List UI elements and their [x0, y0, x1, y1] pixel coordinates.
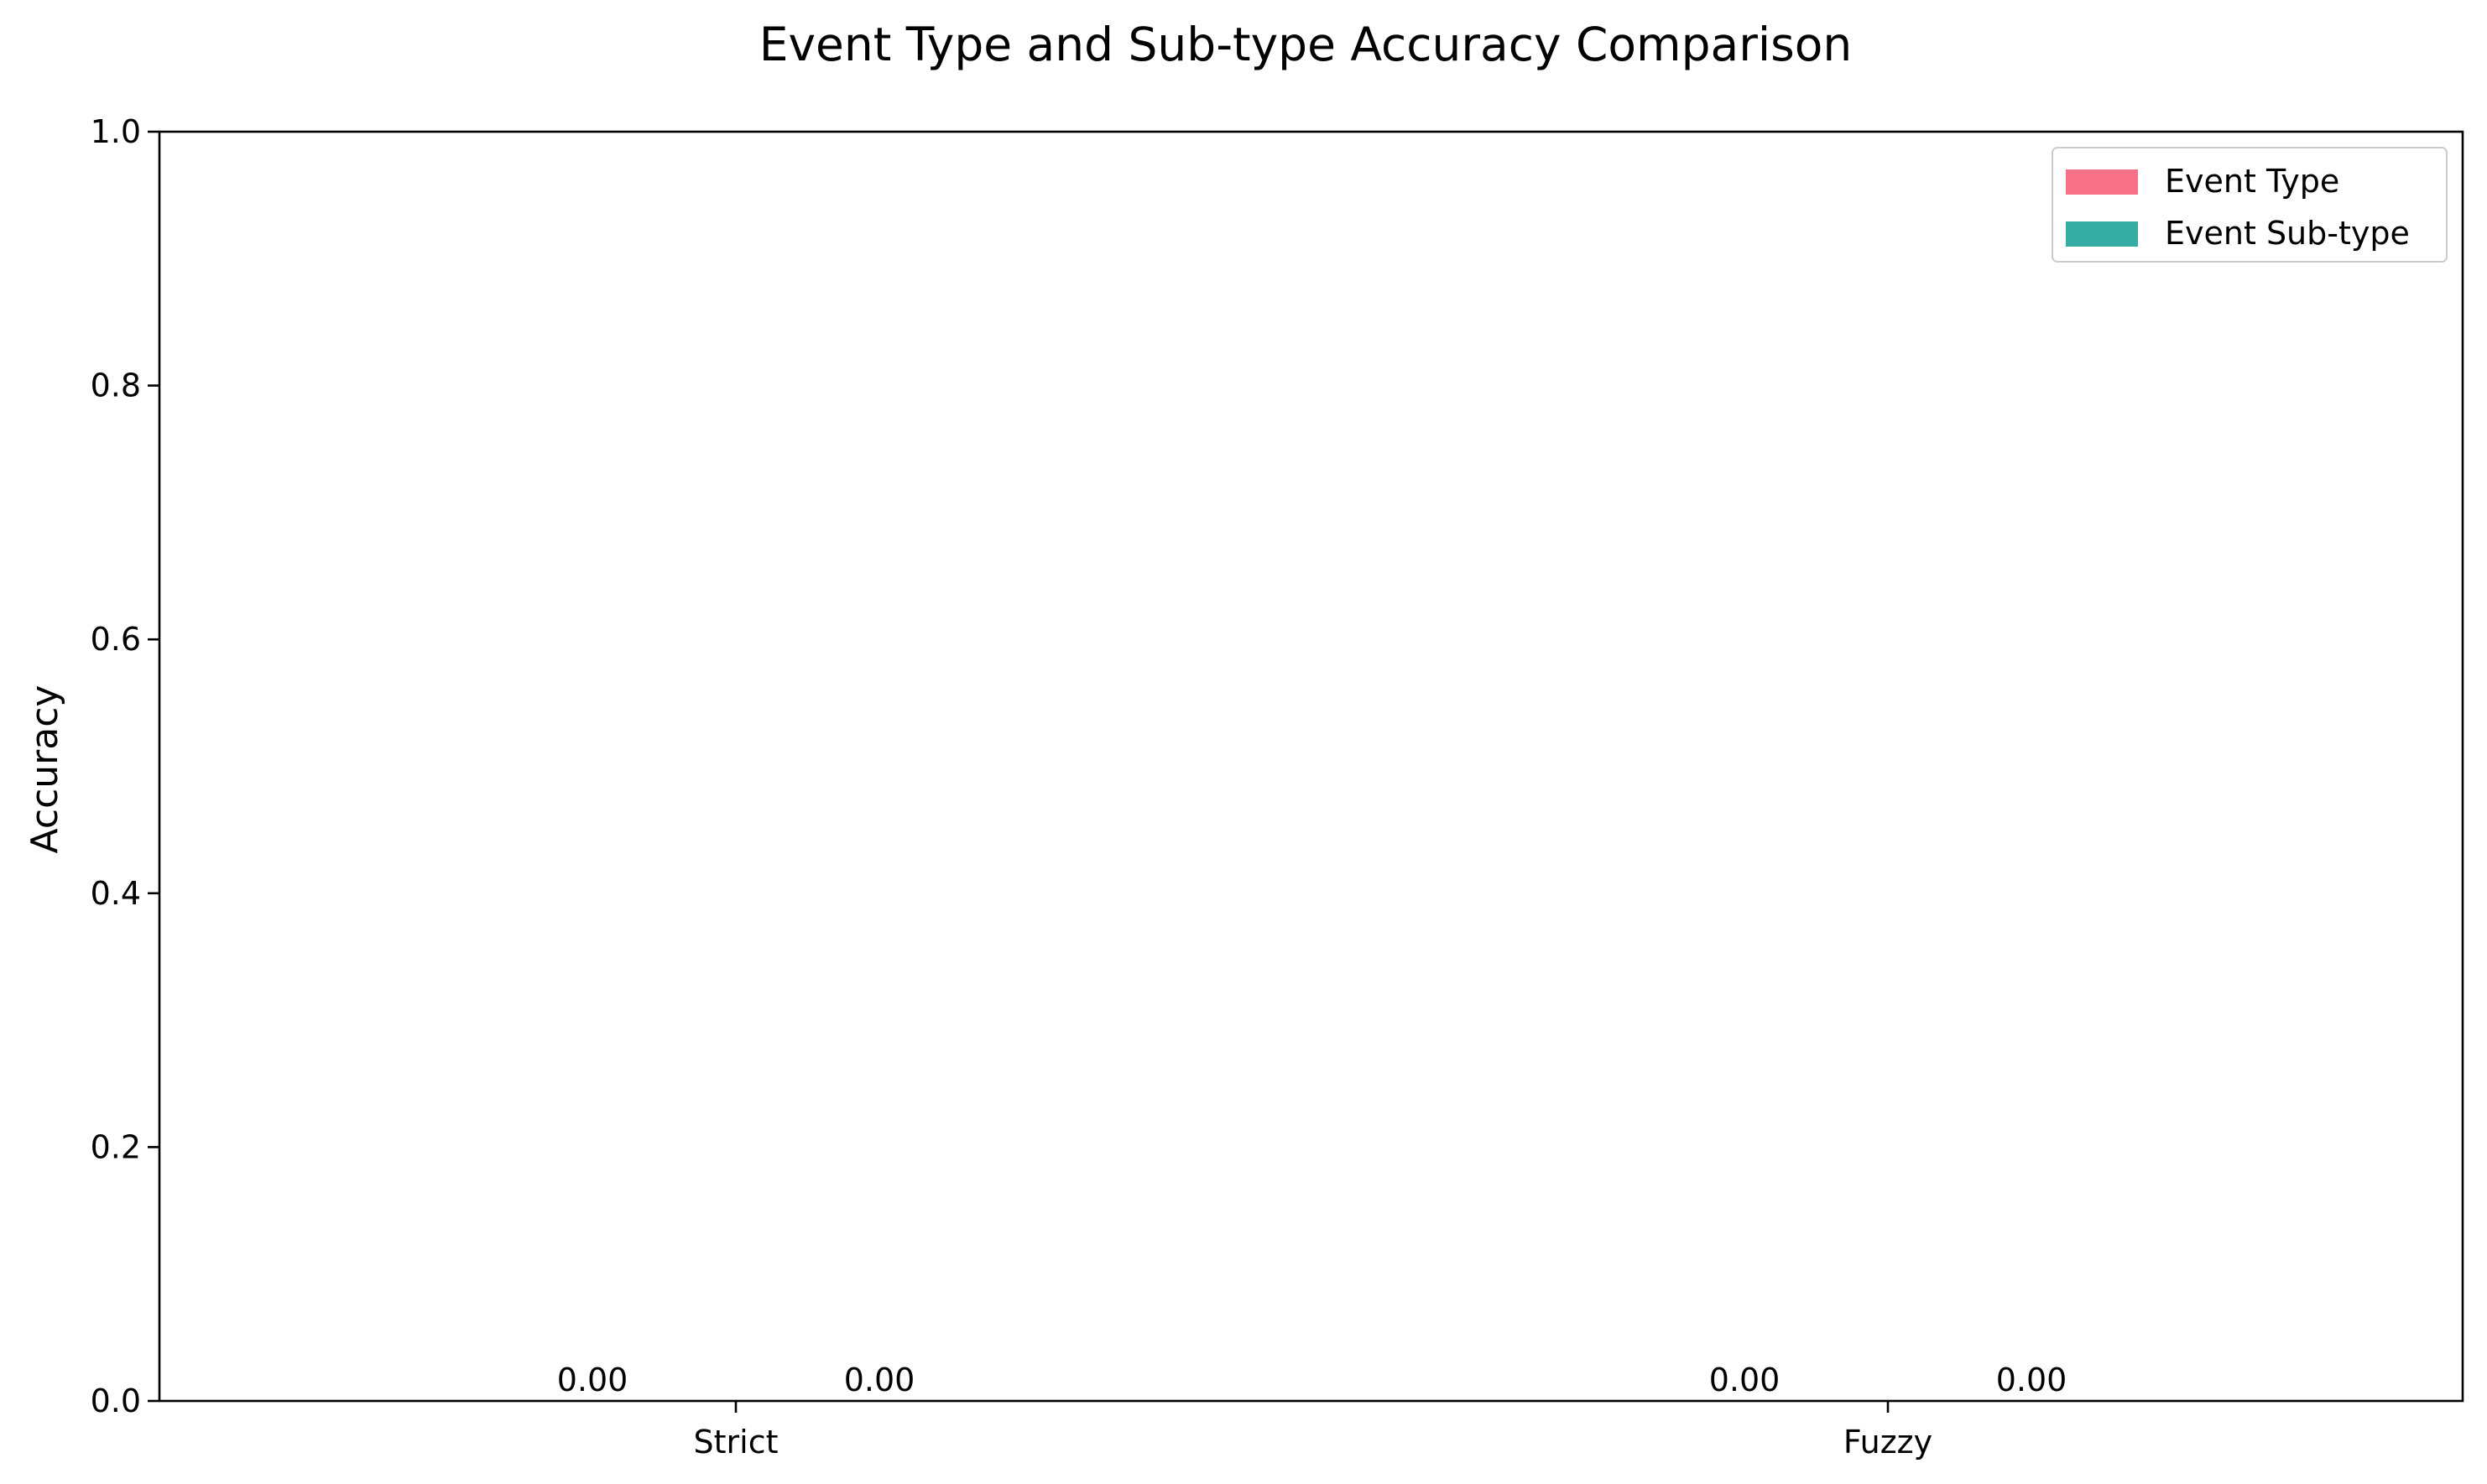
legend-label: Event Type [2165, 163, 2339, 200]
y-tick-label: 0.8 [91, 367, 141, 404]
legend-swatch [2066, 221, 2138, 247]
x-tick-label: Fuzzy [1843, 1424, 1932, 1461]
data-label: 0.00 [1709, 1362, 1781, 1398]
data-label: 0.00 [1996, 1362, 2067, 1398]
y-tick-label: 1.0 [91, 113, 141, 150]
plot-area: 0.0 0.2 0.4 0.6 0.8 1.0 Strict Fuzzy 0.00 0.00 0.0… [91, 113, 2067, 1461]
legend-label: Event Sub-type [2165, 215, 2410, 252]
data-label: 0.00 [844, 1362, 915, 1398]
legend-swatch [2066, 169, 2138, 195]
y-tick-label: 0.2 [91, 1128, 141, 1165]
data-label: 0.00 [557, 1362, 628, 1398]
y-axis-label: Accuracy [23, 685, 66, 854]
y-tick-label: 0.4 [91, 875, 141, 912]
plot-frame [158, 130, 2464, 1403]
chart-title: Event Type and Sub-type Accuracy Compari… [759, 18, 1853, 71]
x-tick-label: Strict [694, 1424, 779, 1461]
legend: Event Type Event Sub-type [2052, 147, 2448, 263]
y-tick-label: 0.6 [91, 621, 141, 658]
y-tick-label: 0.0 [91, 1382, 141, 1419]
legend-box [2052, 147, 2448, 263]
